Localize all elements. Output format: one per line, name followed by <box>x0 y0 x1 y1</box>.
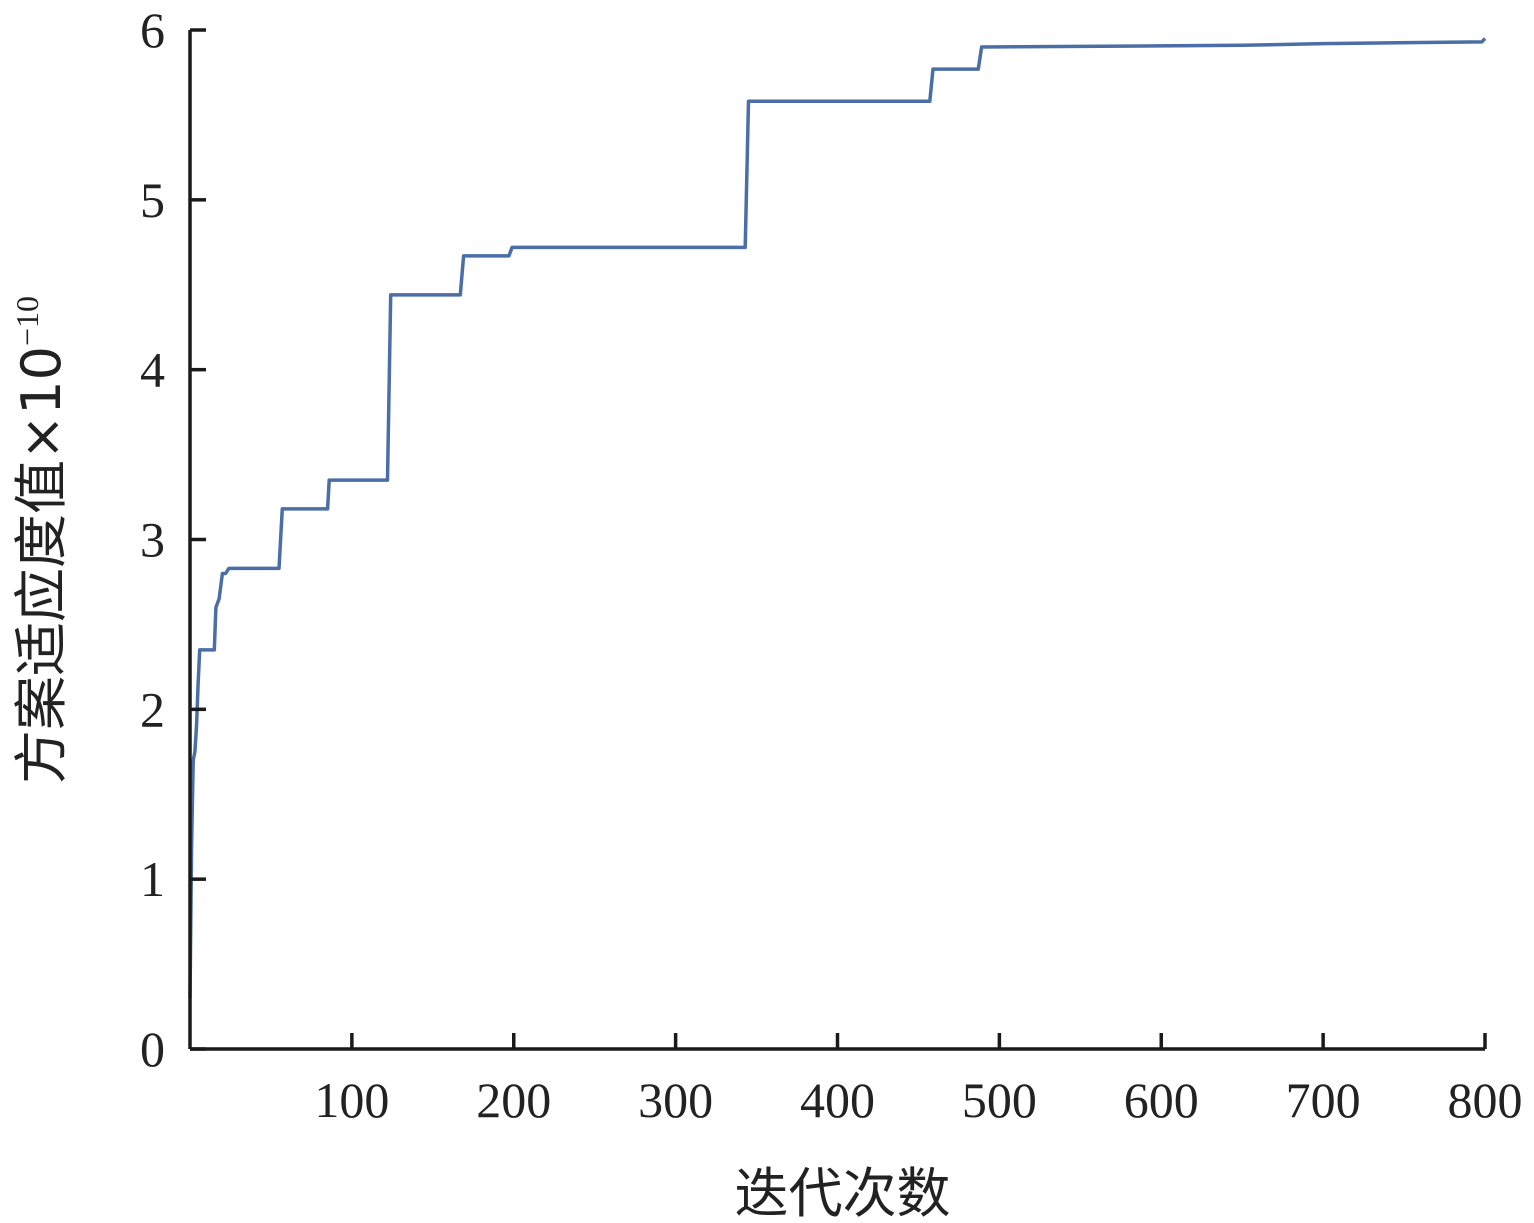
y-tick-label: 6 <box>140 2 165 58</box>
y-tick-label: 0 <box>140 1021 165 1077</box>
y-axis-title-main: 方案适应度值×10 <box>10 346 73 784</box>
y-tick-label: 2 <box>140 681 165 737</box>
x-tick-label: 600 <box>1124 1072 1199 1128</box>
x-tick-label: 400 <box>800 1072 875 1128</box>
y-tick-label: 4 <box>140 342 165 398</box>
x-tick-label: 500 <box>962 1072 1037 1128</box>
y-tick-label: 1 <box>140 851 165 907</box>
y-axis-ticks: 0 1 2 3 4 5 6 <box>140 2 206 1077</box>
x-tick-label: 800 <box>1448 1072 1523 1128</box>
x-tick-label: 200 <box>476 1072 551 1128</box>
x-tick-label: 100 <box>314 1072 389 1128</box>
series-line-1 <box>188 37 1487 999</box>
y-tick-label: 5 <box>140 172 165 228</box>
y-axis-title-exponent: −10 <box>9 296 45 346</box>
x-axis-title: 迭代次数 <box>735 1162 951 1223</box>
y-tick-label: 3 <box>140 512 165 568</box>
x-tick-label: 700 <box>1286 1072 1361 1128</box>
y-axis-title: 方案适应度值×10−10 <box>9 296 73 784</box>
plot-area <box>188 37 1487 999</box>
x-axis-ticks: 100 200 300 400 500 600 700 800 <box>314 1033 1523 1128</box>
x-tick-label: 300 <box>638 1072 713 1128</box>
